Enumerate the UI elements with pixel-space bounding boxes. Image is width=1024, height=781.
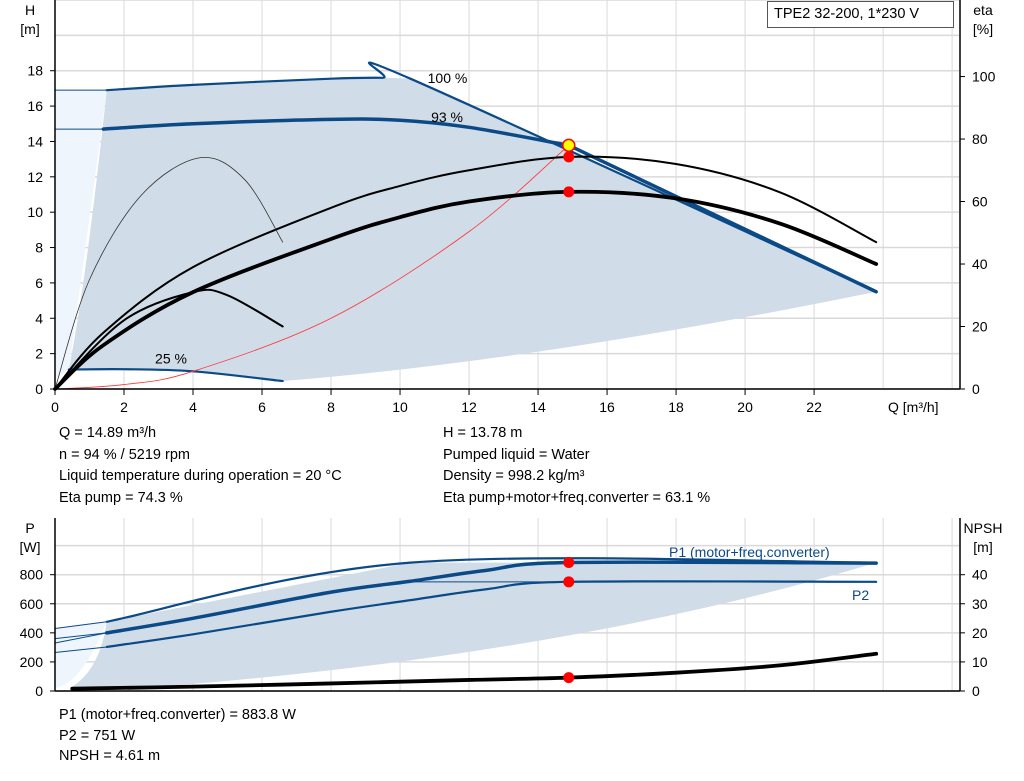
operating-range-light-area (55, 90, 107, 379)
x-tick-label: 8 (327, 399, 335, 415)
curve-npsh (70, 651, 879, 691)
y-tick-label-left: 400 (20, 625, 44, 641)
y-axis-label-right: NPSH (964, 520, 1003, 536)
x-tick-label: 16 (599, 399, 615, 415)
eta-pump: Eta pump = 74.3 % (59, 489, 183, 506)
y-tick-label-right: 10 (972, 654, 988, 670)
operating-range-light-area (55, 621, 107, 689)
curve-label-p1: P1 (motor+freq.converter) (669, 544, 830, 560)
y-tick-label-right: 40 (972, 567, 988, 583)
curve-series-10 (54, 288, 284, 390)
curve-93- (101, 117, 571, 148)
y-tick-label-left: 18 (27, 63, 43, 79)
x-tick-label: 14 (530, 399, 546, 415)
curve-series-3 (567, 143, 878, 294)
x-tick-label: 18 (668, 399, 684, 415)
curve-series-6 (54, 144, 570, 390)
y-axis-label-left: H (25, 2, 35, 18)
y-axis-label-right: [m] (973, 539, 992, 555)
info-top-left: Q = 14.89 m³/h n = 94 % / 5219 rpm Liqui… (59, 423, 342, 509)
curve-series-5 (54, 632, 108, 640)
curve-label-p2: P2 (852, 587, 869, 603)
y-tick-label-right: 0 (972, 683, 980, 699)
curve-label-93: 93 % (431, 109, 463, 125)
density: Density = 998.2 kg/m³ (443, 468, 585, 484)
flow-value: Q = 14.89 m³/h (59, 425, 157, 441)
y-tick-label-right: 100 (972, 69, 996, 85)
pumped-liquid: Pumped liquid = Water (443, 446, 590, 463)
y-tick-label-right: 0 (972, 381, 980, 397)
curve-label-100: 100 % (428, 70, 468, 86)
y-axis-label-right: [%] (973, 21, 993, 37)
y-axis-label-left: [m] (20, 21, 39, 37)
p2-value: P2 = 751 W (59, 727, 136, 744)
p2-point (563, 576, 575, 588)
y-axis-label-left: [W] (20, 539, 41, 555)
eta-total: Eta pump+motor+freq.converter = 63.1 % (443, 489, 711, 506)
curve-series-7 (54, 646, 108, 653)
operating-range-area (72, 562, 877, 687)
curve-100- (105, 61, 878, 293)
y-tick-label-left: 14 (27, 133, 43, 149)
duty-point (562, 138, 576, 153)
curve-series-6 (54, 632, 108, 644)
x-tick-label: 10 (392, 399, 408, 415)
curve-p2 (105, 580, 878, 649)
head-value: H = 13.78 m (443, 425, 523, 441)
y-tick-label-right: 40 (972, 256, 988, 272)
x-tick-label: 20 (737, 399, 753, 415)
info-top-right: H = 13.78 m Pumped liquid = Water Densit… (443, 423, 710, 509)
p1-point (563, 557, 575, 569)
y-tick-label-right: 20 (972, 319, 988, 335)
y-tick-label-left: 0 (35, 683, 43, 699)
y-tick-label-right: 60 (972, 194, 988, 210)
power-npsh-chart: 0 200 400 600 800 0 10 20 30 40 P [W] NPSH [m] P1 (mot… (20, 518, 1003, 699)
y-tick-label-right: 20 (972, 625, 988, 641)
x-tick-label: 4 (189, 399, 197, 415)
curve-p1-motor-freq-converter- (105, 560, 878, 635)
x-tick-label: 12 (461, 399, 477, 415)
y-tick-label-left: 12 (27, 169, 43, 185)
x-tick-label: 22 (806, 399, 822, 415)
y-tick-label-right: 30 (972, 596, 988, 612)
curve-series-8 (53, 189, 879, 391)
eta-total-point (563, 186, 575, 198)
liquid-temperature: Liquid temperature during operation = 20… (59, 468, 342, 484)
y-tick-label-left: 4 (35, 310, 43, 326)
y-tick-label-left: 10 (27, 204, 43, 220)
y-tick-label-left: 800 (20, 567, 44, 583)
info-bottom: P1 (motor+freq.converter) = 883.8 W P2 =… (59, 705, 296, 767)
y-tick-label-left: 2 (35, 346, 43, 362)
y-tick-label-left: 16 (27, 98, 43, 114)
y-tick-label-left: 6 (35, 275, 43, 291)
y-tick-label-right: 80 (972, 131, 988, 147)
y-tick-label-left: 0 (35, 381, 43, 397)
speed-value: n = 94 % / 5219 rpm (59, 446, 190, 463)
head-efficiency-chart: 0 2 4 6 8 10 12 14 16 18 0 20 40 60 80 100 0 2 4 6 8 10 12 14 16… (20, 0, 996, 415)
curve-label-25: 25 % (155, 350, 187, 366)
y-axis-label-left: P (25, 520, 34, 536)
title-box: TPE2 32-200, 1*230 V (767, 1, 954, 28)
p1-value: P1 (motor+freq.converter) = 883.8 W (59, 707, 296, 723)
x-tick-label: 0 (51, 399, 59, 415)
y-tick-label-left: 600 (20, 596, 44, 612)
y-tick-label-left: 8 (35, 240, 43, 256)
curve-series-9 (54, 157, 284, 390)
x-tick-label: 6 (258, 399, 266, 415)
npsh-point (563, 672, 575, 684)
npsh-value: NPSH = 4.61 m (59, 748, 161, 764)
y-tick-label-left: 200 (20, 654, 44, 670)
x-tick-label: 2 (120, 399, 128, 415)
x-axis-label: Q [m³/h] (888, 399, 939, 415)
y-axis-label-right: eta (973, 2, 993, 18)
curve-series-7 (54, 155, 878, 390)
eta-pump-point (563, 151, 575, 163)
curve-series-4 (54, 621, 108, 629)
curve-25- (67, 368, 284, 383)
